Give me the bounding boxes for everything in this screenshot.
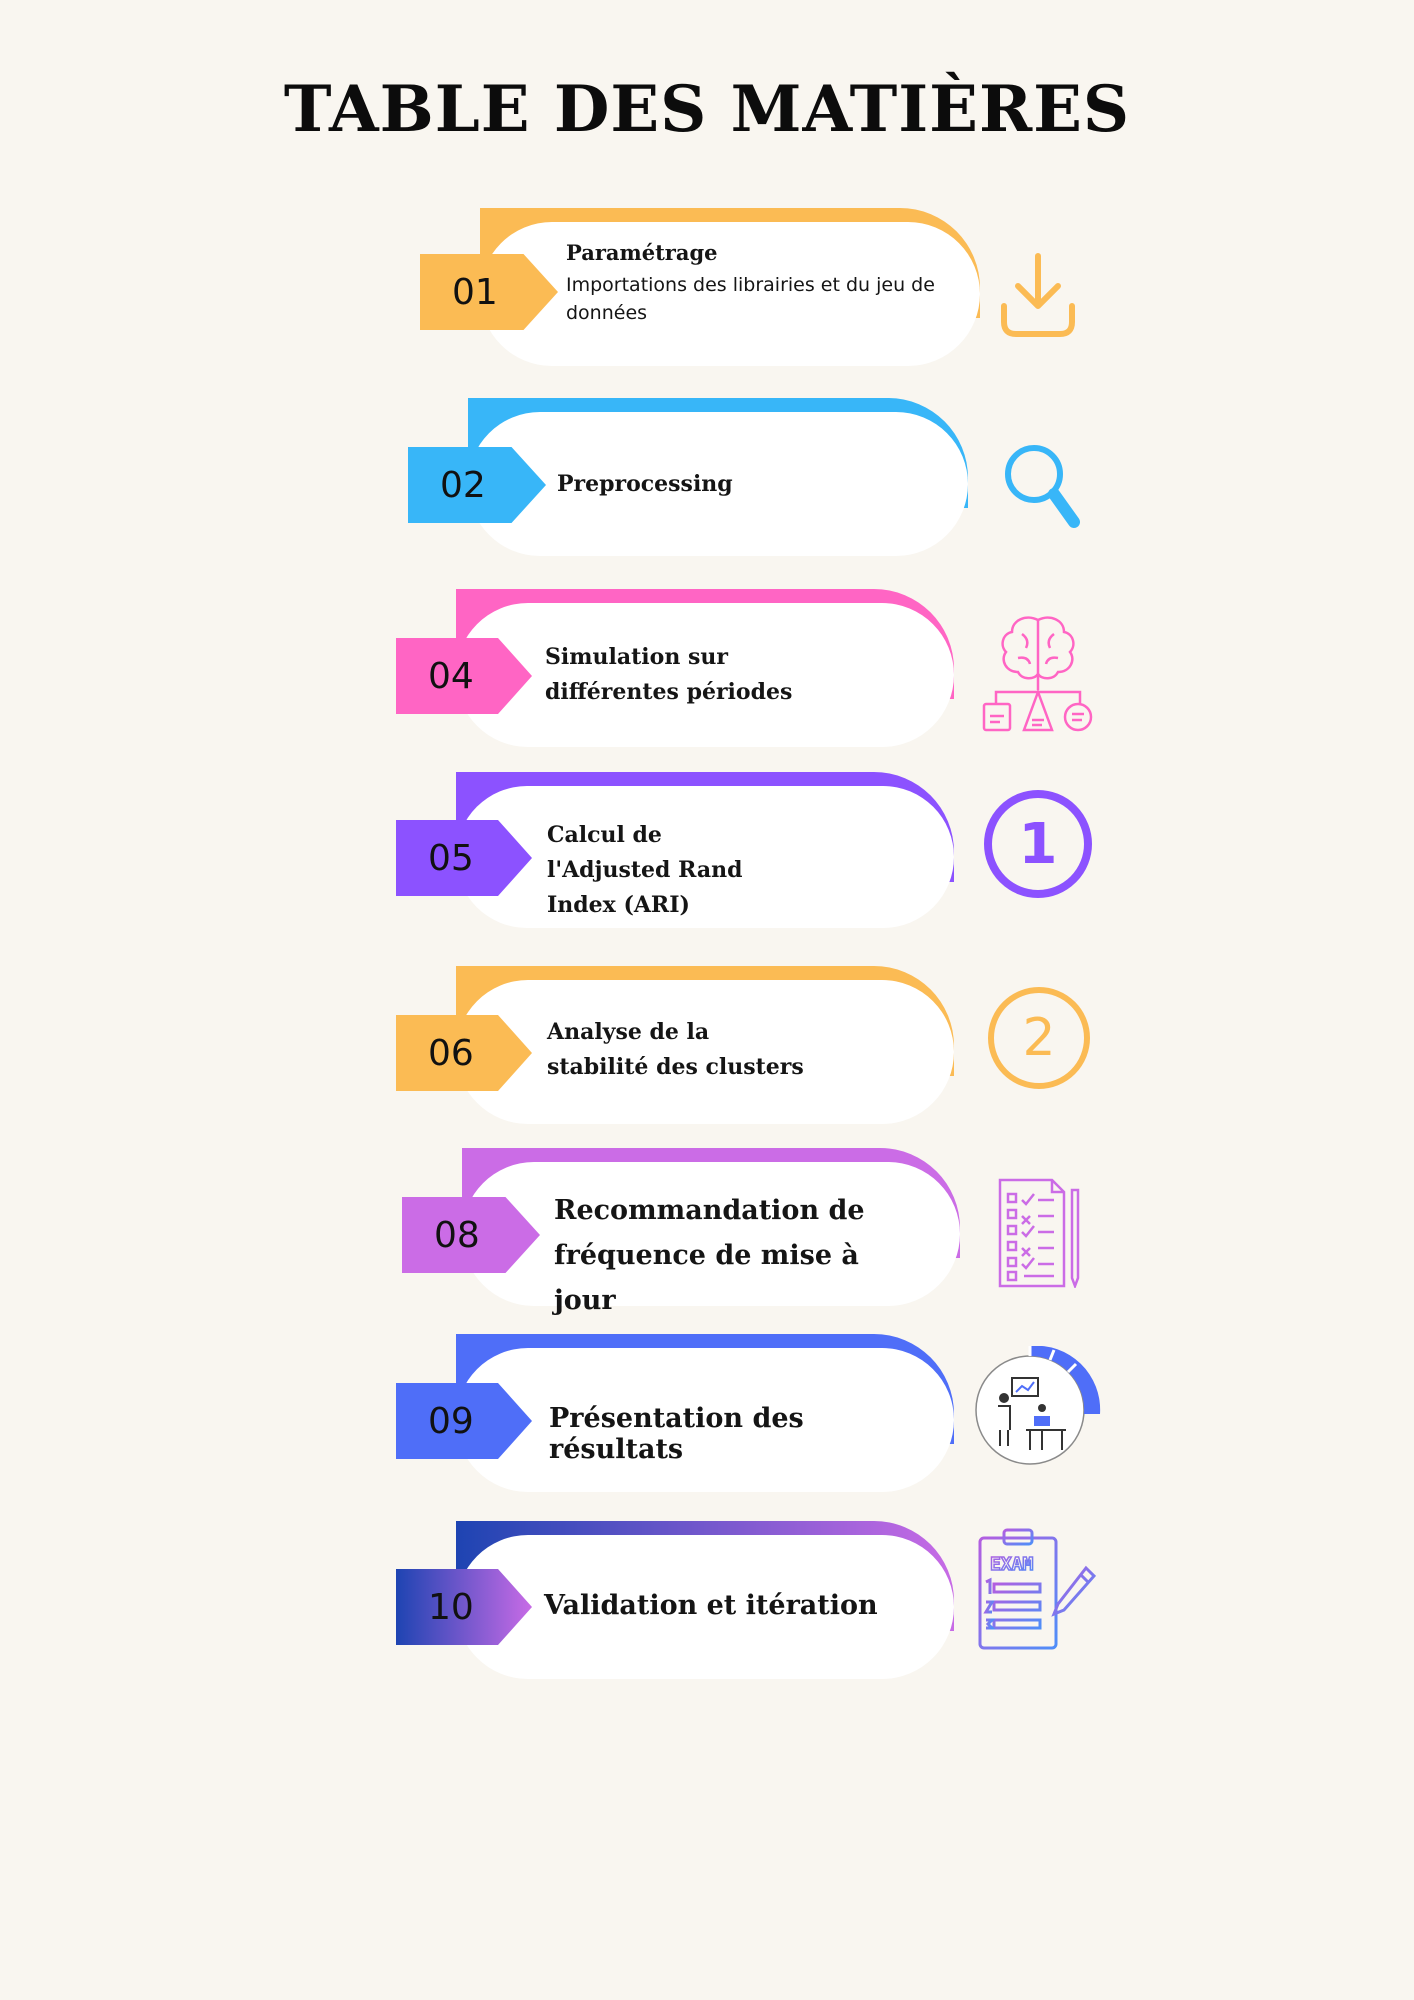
toc-item-01	[480, 208, 980, 366]
item-heading: Paramétrage	[566, 240, 718, 265]
item-text: Simulation sur différentes périodes	[545, 640, 835, 710]
item-text: Paramétrage Importations des librairies …	[566, 240, 946, 327]
number-two-icon: 2	[988, 987, 1090, 1089]
exam-icon: EXAM	[976, 1528, 1100, 1652]
presentation-chart-icon	[972, 1346, 1104, 1466]
toc-item-10	[456, 1521, 954, 1679]
page-title: TABLE DES MATIÈRES	[283, 72, 1131, 147]
icon-label: 2	[1022, 1008, 1056, 1068]
toc-item-09	[456, 1334, 954, 1492]
item-text: Calcul de l'Adjusted Rand Index (ARI)	[547, 818, 787, 923]
icon-label: 1	[1018, 811, 1058, 877]
toc-item-02	[468, 398, 968, 556]
item-number: 06	[428, 1032, 474, 1074]
item-text: Validation et itération	[544, 1590, 924, 1621]
toc-item-05	[456, 772, 954, 928]
checklist-icon	[996, 1178, 1084, 1288]
item-number: 09	[428, 1400, 474, 1442]
download-icon	[996, 250, 1080, 340]
number-tag: 04	[396, 638, 532, 714]
item-text: Présentation des résultats	[549, 1403, 929, 1465]
item-card	[456, 980, 954, 1124]
item-text: Recommandation de fréquence de mise à jo…	[554, 1188, 904, 1323]
item-heading: Validation et itération	[544, 1590, 878, 1621]
item-heading: Recommandation de fréquence de mise à jo…	[554, 1195, 865, 1316]
item-heading: Présentation des résultats	[549, 1403, 804, 1465]
item-card	[480, 222, 980, 366]
item-number: 01	[452, 271, 498, 313]
item-number: 04	[428, 655, 474, 697]
item-card	[462, 1162, 960, 1306]
item-number: 05	[428, 837, 474, 879]
search-icon	[1000, 440, 1080, 530]
item-card	[456, 603, 954, 747]
item-heading: Analyse de la stabilité des clusters	[547, 1019, 804, 1080]
toc-item-08	[462, 1148, 960, 1306]
exam-label: EXAM	[990, 1554, 1034, 1575]
item-text: Preprocessing	[557, 471, 937, 497]
item-heading: Simulation sur différentes périodes	[545, 644, 793, 705]
number-one-icon: 1	[984, 790, 1092, 898]
item-number: 10	[428, 1586, 474, 1628]
item-subtitle: Importations des librairies et du jeu de…	[566, 274, 935, 324]
item-card	[456, 786, 954, 928]
brain-diagram-icon	[982, 612, 1094, 736]
item-text: Analyse de la stabilité des clusters	[547, 1015, 807, 1085]
number-tag: 05	[396, 820, 532, 896]
item-number: 02	[440, 464, 486, 506]
toc-item-04	[456, 589, 954, 747]
toc-item-06	[456, 966, 954, 1124]
item-card	[468, 412, 968, 556]
item-heading: Calcul de l'Adjusted Rand Index (ARI)	[547, 822, 743, 918]
item-heading: Preprocessing	[557, 471, 733, 497]
item-number: 08	[434, 1214, 480, 1256]
item-card	[456, 1348, 954, 1492]
item-card	[456, 1535, 954, 1679]
